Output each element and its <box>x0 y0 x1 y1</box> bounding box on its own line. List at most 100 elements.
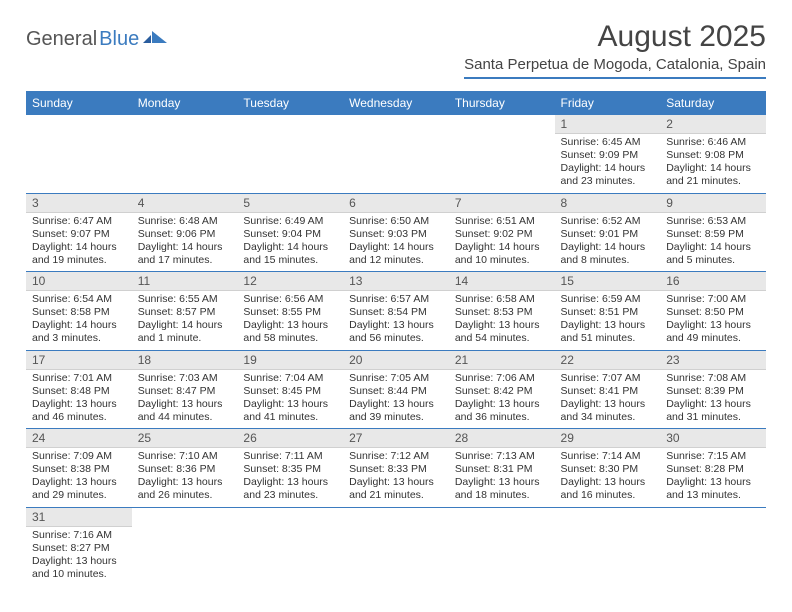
day-line: and 8 minutes. <box>561 254 655 267</box>
day-line: Daylight: 13 hours <box>138 476 232 489</box>
logo-text-blue: Blue <box>99 28 139 51</box>
day-content: Sunrise: 6:57 AMSunset: 8:54 PMDaylight:… <box>343 291 449 350</box>
day-line: and 21 minutes. <box>666 175 760 188</box>
day-content: Sunrise: 7:16 AMSunset: 8:27 PMDaylight:… <box>26 527 132 586</box>
day-line: Daylight: 13 hours <box>349 476 443 489</box>
day-line: Sunrise: 6:56 AM <box>243 293 337 306</box>
calendar-cell <box>132 115 238 193</box>
day-line: Sunset: 8:36 PM <box>138 463 232 476</box>
calendar-cell: 7Sunrise: 6:51 AMSunset: 9:02 PMDaylight… <box>449 193 555 272</box>
day-line: Sunrise: 7:11 AM <box>243 450 337 463</box>
header: GeneralBlue August 2025 Santa Perpetua d… <box>26 20 766 79</box>
location: Santa Perpetua de Mogoda, Catalonia, Spa… <box>464 56 766 79</box>
day-line: Daylight: 14 hours <box>32 241 126 254</box>
day-line: Sunrise: 6:49 AM <box>243 215 337 228</box>
day-content: Sunrise: 7:15 AMSunset: 8:28 PMDaylight:… <box>660 448 766 507</box>
day-content: Sunrise: 7:03 AMSunset: 8:47 PMDaylight:… <box>132 370 238 429</box>
day-line: Daylight: 14 hours <box>349 241 443 254</box>
day-line: Daylight: 13 hours <box>243 476 337 489</box>
day-line: and 12 minutes. <box>349 254 443 267</box>
day-line: Sunrise: 7:05 AM <box>349 372 443 385</box>
calendar-week-row: 3Sunrise: 6:47 AMSunset: 9:07 PMDaylight… <box>26 193 766 272</box>
calendar-cell: 22Sunrise: 7:07 AMSunset: 8:41 PMDayligh… <box>555 350 661 429</box>
day-line: Sunset: 8:50 PM <box>666 306 760 319</box>
day-line: Sunrise: 7:04 AM <box>243 372 337 385</box>
day-line: and 16 minutes. <box>561 489 655 502</box>
calendar-cell: 11Sunrise: 6:55 AMSunset: 8:57 PMDayligh… <box>132 272 238 351</box>
day-line: Daylight: 13 hours <box>666 398 760 411</box>
calendar-week-row: 17Sunrise: 7:01 AMSunset: 8:48 PMDayligh… <box>26 350 766 429</box>
day-line: Sunset: 8:57 PM <box>138 306 232 319</box>
day-line: and 41 minutes. <box>243 411 337 424</box>
day-number: 29 <box>555 429 661 448</box>
day-content: Sunrise: 6:49 AMSunset: 9:04 PMDaylight:… <box>237 213 343 272</box>
day-line: and 23 minutes. <box>243 489 337 502</box>
day-line: and 49 minutes. <box>666 332 760 345</box>
calendar-cell: 12Sunrise: 6:56 AMSunset: 8:55 PMDayligh… <box>237 272 343 351</box>
day-line: Sunset: 8:33 PM <box>349 463 443 476</box>
day-line: Sunset: 9:09 PM <box>561 149 655 162</box>
day-number: 24 <box>26 429 132 448</box>
day-line: and 15 minutes. <box>243 254 337 267</box>
day-line: Sunrise: 7:12 AM <box>349 450 443 463</box>
day-line: Daylight: 13 hours <box>455 476 549 489</box>
day-number: 1 <box>555 115 661 134</box>
day-content: Sunrise: 7:01 AMSunset: 8:48 PMDaylight:… <box>26 370 132 429</box>
day-line: and 21 minutes. <box>349 489 443 502</box>
calendar-cell: 4Sunrise: 6:48 AMSunset: 9:06 PMDaylight… <box>132 193 238 272</box>
calendar-cell <box>343 507 449 585</box>
calendar-cell <box>660 507 766 585</box>
day-line: Sunrise: 7:10 AM <box>138 450 232 463</box>
day-number: 6 <box>343 194 449 213</box>
day-line: and 23 minutes. <box>561 175 655 188</box>
day-number: 19 <box>237 351 343 370</box>
day-content: Sunrise: 6:54 AMSunset: 8:58 PMDaylight:… <box>26 291 132 350</box>
day-number: 8 <box>555 194 661 213</box>
day-number: 7 <box>449 194 555 213</box>
day-line: Sunrise: 7:13 AM <box>455 450 549 463</box>
day-line: and 5 minutes. <box>666 254 760 267</box>
day-number: 26 <box>237 429 343 448</box>
day-number: 13 <box>343 272 449 291</box>
day-line: and 58 minutes. <box>243 332 337 345</box>
day-content: Sunrise: 7:07 AMSunset: 8:41 PMDaylight:… <box>555 370 661 429</box>
calendar-cell: 27Sunrise: 7:12 AMSunset: 8:33 PMDayligh… <box>343 429 449 508</box>
calendar-cell: 16Sunrise: 7:00 AMSunset: 8:50 PMDayligh… <box>660 272 766 351</box>
calendar-cell: 30Sunrise: 7:15 AMSunset: 8:28 PMDayligh… <box>660 429 766 508</box>
day-line: Sunset: 8:31 PM <box>455 463 549 476</box>
day-line: Daylight: 14 hours <box>455 241 549 254</box>
calendar-cell: 20Sunrise: 7:05 AMSunset: 8:44 PMDayligh… <box>343 350 449 429</box>
day-line: Sunrise: 6:45 AM <box>561 136 655 149</box>
day-content: Sunrise: 7:06 AMSunset: 8:42 PMDaylight:… <box>449 370 555 429</box>
day-line: Sunset: 8:51 PM <box>561 306 655 319</box>
day-number: 20 <box>343 351 449 370</box>
calendar-body: 1Sunrise: 6:45 AMSunset: 9:09 PMDaylight… <box>26 115 766 585</box>
day-line: Daylight: 13 hours <box>455 319 549 332</box>
calendar-cell <box>237 507 343 585</box>
day-line: and 19 minutes. <box>32 254 126 267</box>
weekday-header: Sunday <box>26 91 132 115</box>
day-line: Sunrise: 6:54 AM <box>32 293 126 306</box>
day-content: Sunrise: 6:45 AMSunset: 9:09 PMDaylight:… <box>555 134 661 193</box>
day-line: Daylight: 13 hours <box>32 398 126 411</box>
calendar-cell: 28Sunrise: 7:13 AMSunset: 8:31 PMDayligh… <box>449 429 555 508</box>
logo-text-general: General <box>26 28 97 51</box>
day-line: Daylight: 14 hours <box>561 162 655 175</box>
day-line: Sunset: 9:03 PM <box>349 228 443 241</box>
day-line: Sunset: 8:38 PM <box>32 463 126 476</box>
day-line: Daylight: 13 hours <box>455 398 549 411</box>
calendar-cell: 24Sunrise: 7:09 AMSunset: 8:38 PMDayligh… <box>26 429 132 508</box>
day-line: Sunrise: 7:06 AM <box>455 372 549 385</box>
calendar-cell <box>132 507 238 585</box>
calendar-cell: 25Sunrise: 7:10 AMSunset: 8:36 PMDayligh… <box>132 429 238 508</box>
weekday-header: Wednesday <box>343 91 449 115</box>
day-line: and 36 minutes. <box>455 411 549 424</box>
calendar-cell: 18Sunrise: 7:03 AMSunset: 8:47 PMDayligh… <box>132 350 238 429</box>
day-line: Daylight: 14 hours <box>666 241 760 254</box>
calendar-cell: 14Sunrise: 6:58 AMSunset: 8:53 PMDayligh… <box>449 272 555 351</box>
calendar-cell: 15Sunrise: 6:59 AMSunset: 8:51 PMDayligh… <box>555 272 661 351</box>
day-line: Daylight: 13 hours <box>666 476 760 489</box>
day-line: Sunrise: 7:03 AM <box>138 372 232 385</box>
day-line: Sunrise: 6:47 AM <box>32 215 126 228</box>
calendar-cell <box>555 507 661 585</box>
